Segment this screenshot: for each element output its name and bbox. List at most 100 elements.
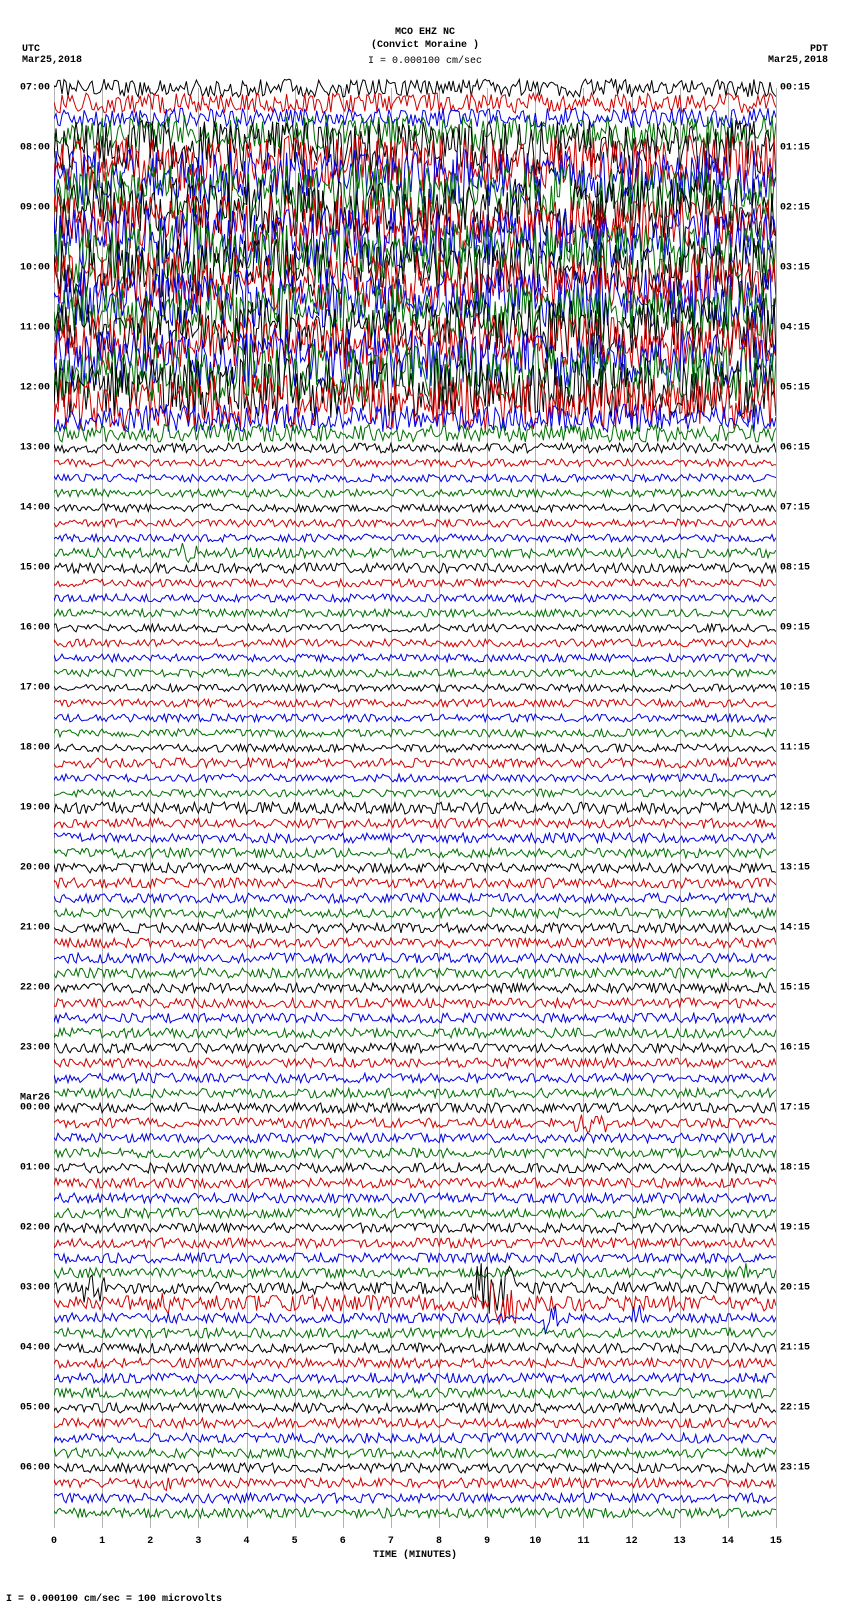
trace-row <box>54 673 776 674</box>
trace-row <box>54 1318 776 1319</box>
y-label-right: 12:15 <box>780 803 810 814</box>
seismic-trace <box>54 1342 776 1354</box>
trace-row <box>54 778 776 779</box>
y-label-right: 02:15 <box>780 203 810 214</box>
trace-row <box>54 1498 776 1499</box>
trace-row <box>54 883 776 884</box>
trace-row <box>54 553 776 554</box>
trace-row <box>54 433 776 434</box>
trace-row <box>54 103 776 104</box>
y-label-left: 07:00 <box>20 83 50 94</box>
seismic-trace <box>54 832 776 844</box>
trace-row <box>54 1483 776 1484</box>
trace-row <box>54 1213 776 1214</box>
trace-row <box>54 598 776 599</box>
seismic-trace <box>54 982 776 994</box>
grid-line <box>776 88 777 1528</box>
trace-row <box>54 418 776 419</box>
x-tick-label: 9 <box>484 1536 490 1547</box>
seismic-trace <box>54 1507 776 1519</box>
y-label-right: 11:15 <box>780 743 810 754</box>
trace-row: 21:0014:15 <box>54 928 776 929</box>
x-tick-label: 13 <box>674 1536 686 1547</box>
x-tick-label: 14 <box>722 1536 734 1547</box>
x-axis: TIME (MINUTES) 0123456789101112131415 <box>54 1528 776 1564</box>
trace-row <box>54 493 776 494</box>
trace-row <box>54 838 776 839</box>
y-label-left: 11:00 <box>20 323 50 334</box>
seismic-trace <box>54 1237 776 1249</box>
seismic-trace <box>54 1387 776 1399</box>
seismic-trace <box>54 937 776 949</box>
y-label-right: 05:15 <box>780 383 810 394</box>
trace-row <box>54 1093 776 1094</box>
trace-row <box>54 1258 776 1259</box>
trace-row <box>54 1438 776 1439</box>
y-label-left: 14:00 <box>20 503 50 514</box>
y-label-right: 16:15 <box>780 1043 810 1054</box>
y-label-right: 08:15 <box>780 563 810 574</box>
trace-row <box>54 1423 776 1424</box>
trace-row <box>54 1033 776 1034</box>
seismic-trace <box>54 1072 776 1084</box>
seismic-trace <box>54 952 776 964</box>
y-label-right: 07:15 <box>780 503 810 514</box>
seismic-trace <box>54 1177 776 1189</box>
seismic-trace <box>54 728 776 738</box>
chart-header: MCO EHZ NC (Convict Moraine ) I = 0.0001… <box>0 0 850 68</box>
tz-right-date: Mar25,2018 <box>768 55 828 66</box>
trace-row <box>54 793 776 794</box>
seismic-trace <box>54 1027 776 1039</box>
trace-row: 15:0008:15 <box>54 568 776 569</box>
seismic-trace <box>54 1357 776 1369</box>
seismic-trace <box>54 862 776 874</box>
seismic-trace <box>54 877 776 889</box>
y-label-left: 17:00 <box>20 683 50 694</box>
seismic-trace <box>54 757 776 769</box>
seismic-trace <box>54 683 776 693</box>
trace-row: 16:0009:15 <box>54 628 776 629</box>
trace-row <box>54 703 776 704</box>
seismic-trace <box>54 1112 776 1134</box>
seismic-trace <box>54 1162 776 1174</box>
y-label-right: 23:15 <box>780 1463 810 1474</box>
tz-left-date: Mar25,2018 <box>22 55 82 66</box>
x-tick-label: 0 <box>51 1536 57 1547</box>
x-tick-label: 6 <box>340 1536 346 1547</box>
y-label-left: 20:00 <box>20 863 50 874</box>
trace-row <box>54 658 776 659</box>
y-label-left: 04:00 <box>20 1343 50 1354</box>
seismic-trace <box>54 1087 776 1099</box>
y-label-left: 09:00 <box>20 203 50 214</box>
y-label-right: 17:15 <box>780 1103 810 1114</box>
y-label-right: 21:15 <box>780 1343 810 1354</box>
seismic-trace <box>54 608 776 618</box>
seismic-trace <box>54 1447 776 1459</box>
trace-row <box>54 1393 776 1394</box>
seismic-trace <box>54 698 776 708</box>
trace-row: 19:0012:15 <box>54 808 776 809</box>
scale-bar: I = 0.000100 cm/sec <box>0 55 850 68</box>
timezone-left: UTC Mar25,2018 <box>22 44 82 66</box>
seismic-trace <box>54 442 776 454</box>
y-label-left: 21:00 <box>20 923 50 934</box>
seismic-trace <box>54 488 776 498</box>
trace-row <box>54 583 776 584</box>
trace-row <box>54 538 776 539</box>
y-label-left: 23:00 <box>20 1043 50 1054</box>
timezone-right: PDT Mar25,2018 <box>768 44 828 66</box>
trace-row <box>54 478 776 479</box>
seismic-trace <box>54 1462 776 1474</box>
y-label-left: 16:00 <box>20 623 50 634</box>
trace-row: 02:0019:15 <box>54 1228 776 1229</box>
trace-row <box>54 1018 776 1019</box>
seismic-trace <box>54 773 776 783</box>
trace-row <box>54 643 776 644</box>
seismic-trace <box>54 458 776 468</box>
x-tick-label: 4 <box>244 1536 250 1547</box>
trace-row <box>54 1123 776 1124</box>
seismic-trace <box>54 1192 776 1204</box>
y-label-right: 20:15 <box>780 1283 810 1294</box>
seismic-trace <box>54 423 776 443</box>
y-label-left: 06:00 <box>20 1463 50 1474</box>
